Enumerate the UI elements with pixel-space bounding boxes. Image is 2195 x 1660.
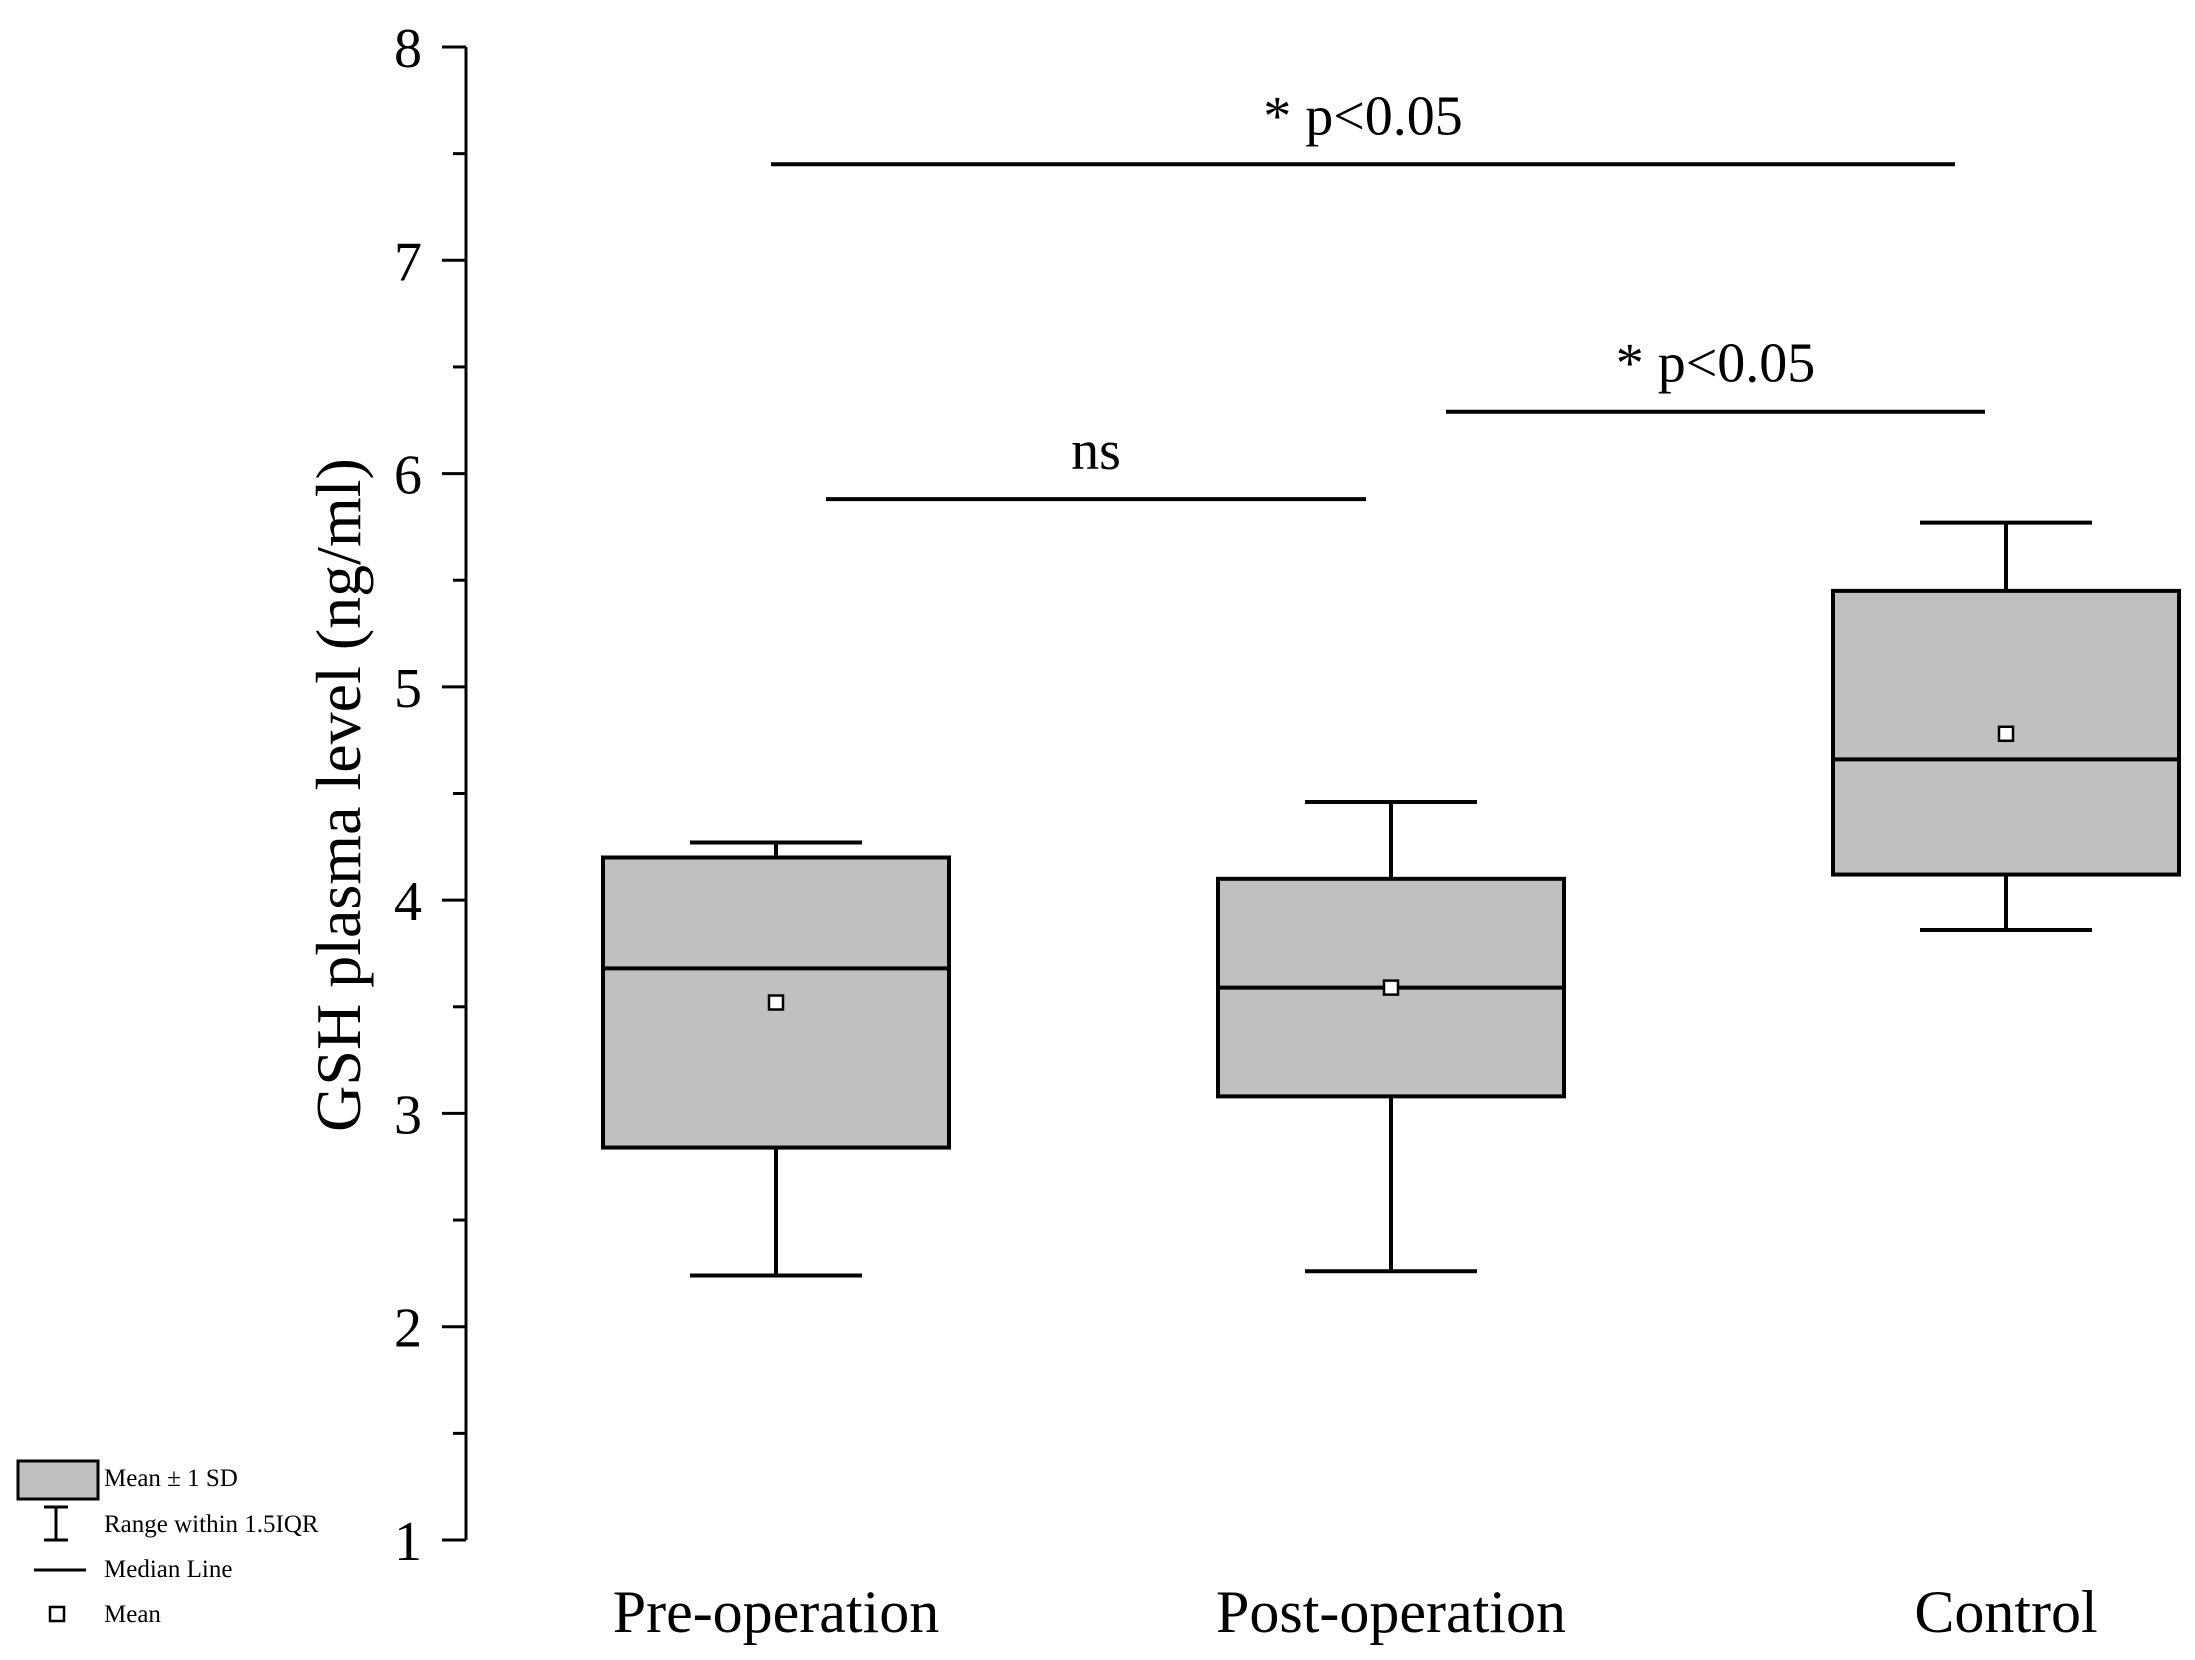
y-tick-label: 2 [394,1298,422,1360]
x-tick-labels: Pre-operation Post-operation Control [613,1579,2098,1645]
box-control [1831,520,2181,933]
significance-label: ns [1071,420,1121,482]
legend: Mean ± 1 SD Range within 1.5IQR Median L… [16,1459,319,1628]
mean-marker [1997,725,2015,743]
x-tick-label: Post-operation [1216,1579,1566,1645]
y-tick-label: 7 [394,231,422,293]
mean-marker [767,994,785,1011]
y-tick-label: 4 [394,871,422,933]
y-axis-label: GSH plasma level (ng/ml) [303,458,374,1132]
mean-marker [1382,979,1400,996]
legend-mean-label: Mean [104,1601,161,1628]
legend-box-swatch [16,1459,100,1501]
significance-annotations: ns * p<0.05 * p<0.05 [771,85,1985,502]
legend-mean-swatch [48,1605,66,1623]
box-post-operation [1216,800,1566,1274]
box-pre-operation [601,840,951,1278]
y-tick-label: 5 [394,658,422,720]
y-tick-label: 1 [394,1511,422,1573]
y-tick-label: 3 [394,1084,422,1146]
y-tick-label: 8 [394,18,422,80]
x-tick-label: Control [1914,1579,2097,1645]
significance-label: * p<0.05 [1616,333,1816,395]
significance-label: * p<0.05 [1263,85,1463,147]
legend-box-label: Mean ± 1 SD [104,1465,238,1492]
axes: 1 2 3 4 5 6 7 8 [394,18,468,1573]
legend-median-label: Median Line [104,1556,232,1583]
y-tick-label: 6 [394,445,422,507]
boxes [601,520,2181,1278]
legend-whisker-label: Range within 1.5IQR [104,1511,319,1538]
legend-whisker-icon [44,1505,68,1542]
x-tick-label: Pre-operation [613,1579,940,1645]
